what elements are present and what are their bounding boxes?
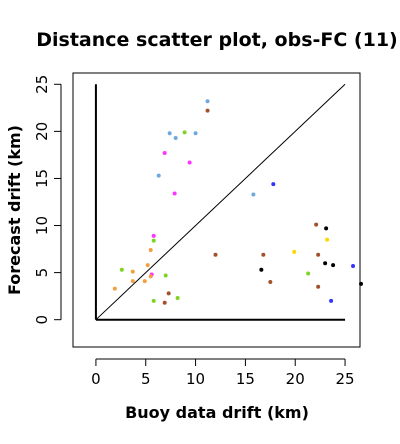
data-point [213, 252, 218, 257]
data-point [156, 173, 161, 178]
chart-title: Distance scatter plot, obs-FC (11) [36, 29, 398, 51]
y-tick-label: 20 [33, 122, 51, 141]
data-point [316, 284, 321, 289]
plot-frame [72, 72, 361, 348]
data-point [292, 249, 297, 254]
data-point [329, 298, 334, 303]
data-point [167, 131, 172, 136]
y-axis: 0 5 10 15 20 25 [33, 75, 62, 325]
x-axis: 0 5 10 15 20 25 [91, 358, 355, 388]
data-point [324, 226, 329, 231]
data-point [306, 271, 311, 276]
data-point [119, 267, 124, 272]
y-tick-label: 10 [33, 216, 51, 235]
data-point [112, 286, 117, 291]
identity-reference-line [95, 83, 346, 321]
data-point [172, 191, 177, 196]
data-point [187, 160, 192, 165]
data-point [205, 99, 210, 104]
data-point [173, 135, 178, 140]
points-layer [112, 99, 363, 305]
data-point [205, 108, 210, 113]
data-point [193, 131, 198, 136]
x-tick-label: 15 [236, 370, 255, 388]
y-tick-label: 0 [33, 315, 51, 325]
data-point [323, 261, 328, 266]
data-point [331, 263, 336, 268]
reference-lines [94, 83, 346, 321]
data-point [325, 237, 330, 242]
data-point [151, 233, 156, 238]
data-point [148, 274, 153, 279]
x-tick-label: 0 [91, 370, 101, 388]
data-point [145, 263, 150, 268]
data-point [130, 279, 135, 284]
y-tick-label: 15 [33, 169, 51, 188]
data-point [151, 298, 156, 303]
data-point [314, 222, 319, 227]
data-point [130, 269, 135, 274]
data-point [351, 264, 356, 269]
data-point [251, 192, 256, 197]
data-point [148, 248, 153, 253]
x-tick-label: 20 [286, 370, 305, 388]
data-point [271, 182, 276, 187]
data-point [316, 252, 321, 257]
data-point [268, 280, 273, 285]
y-axis-label: Forecast drift (km) [5, 125, 24, 295]
data-point [259, 267, 264, 272]
x-tick-label: 25 [336, 370, 355, 388]
y-tick-label: 25 [33, 75, 51, 94]
data-point [182, 130, 187, 135]
data-point [261, 252, 266, 257]
data-point [166, 291, 171, 296]
data-point [162, 151, 167, 156]
data-point [163, 273, 168, 278]
data-point [175, 296, 180, 301]
data-point [162, 300, 167, 305]
data-point [142, 279, 147, 284]
x-axis-label: Buoy data drift (km) [125, 403, 309, 422]
x-tick-label: 10 [186, 370, 205, 388]
y-tick-label: 5 [33, 268, 51, 278]
data-point [358, 281, 363, 286]
data-point [151, 238, 156, 243]
x-tick-label: 5 [141, 370, 151, 388]
